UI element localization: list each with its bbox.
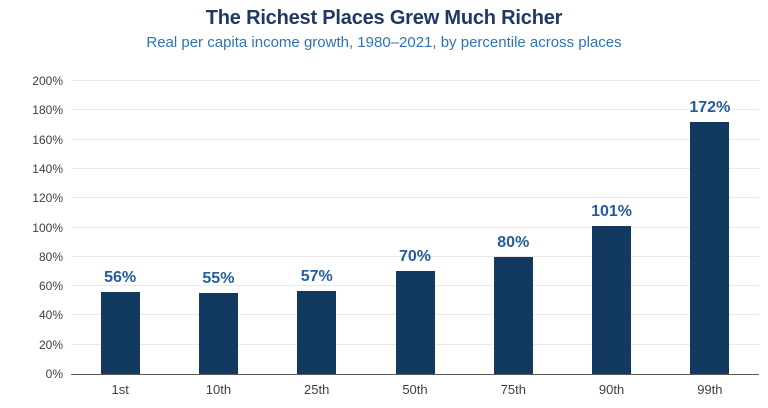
bar-value-label: 57% — [300, 267, 333, 285]
x-axis-tick-label: 90th — [598, 382, 625, 397]
y-axis-tick-label: 180% — [32, 103, 63, 118]
x-axis-tick-label: 1st — [111, 382, 129, 397]
bar-value-label: 101% — [591, 203, 633, 221]
chart-title: The Richest Places Grew Much Richer — [205, 7, 563, 29]
bar — [690, 122, 730, 374]
bar-value-label: 56% — [104, 268, 137, 286]
y-axis-tick-label: 40% — [38, 308, 63, 323]
bar-value-label: 172% — [689, 99, 731, 117]
y-axis-tick-label: 160% — [32, 132, 63, 147]
y-axis-tick-label: 60% — [38, 279, 63, 294]
gridline — [71, 138, 759, 140]
gridline — [71, 109, 759, 111]
bar — [493, 256, 533, 374]
y-axis-tick-label: 80% — [38, 249, 63, 264]
y-axis-tick-label: 20% — [38, 337, 63, 352]
gridline — [71, 226, 759, 228]
x-axis-tick-label: 25th — [304, 382, 330, 397]
plot-area: 0% 20% 40% 60% 80% 100% 120% 140% 160% 180% 200% 56… — [32, 74, 759, 397]
y-axis-tick-label: 100% — [32, 220, 63, 235]
bar-value-label: 70% — [398, 248, 431, 266]
y-axis-tick-label: 200% — [32, 74, 63, 88]
y-axis-tick-label: 120% — [32, 191, 63, 206]
chart-subtitle: Real per capita income growth, 1980–2021… — [146, 34, 622, 51]
bar-value-label: 80% — [497, 233, 530, 251]
gridline — [71, 80, 759, 81]
x-axis-tick-label: 99th — [697, 382, 723, 397]
y-axis-tick-label: 140% — [32, 161, 63, 176]
bar — [395, 271, 435, 374]
bar — [100, 291, 140, 374]
gridline — [71, 255, 759, 257]
bar — [592, 226, 632, 374]
x-axis-tick-label: 75th — [500, 382, 526, 397]
bar-value-label: 55% — [202, 270, 235, 288]
y-axis-tick-label: 0% — [45, 367, 63, 381]
bar — [198, 293, 238, 374]
x-axis-tick-label: 10th — [205, 382, 232, 397]
bar — [297, 290, 337, 374]
gridline — [71, 167, 759, 169]
x-axis-tick-label: 50th — [402, 382, 428, 397]
gridline — [71, 197, 759, 199]
